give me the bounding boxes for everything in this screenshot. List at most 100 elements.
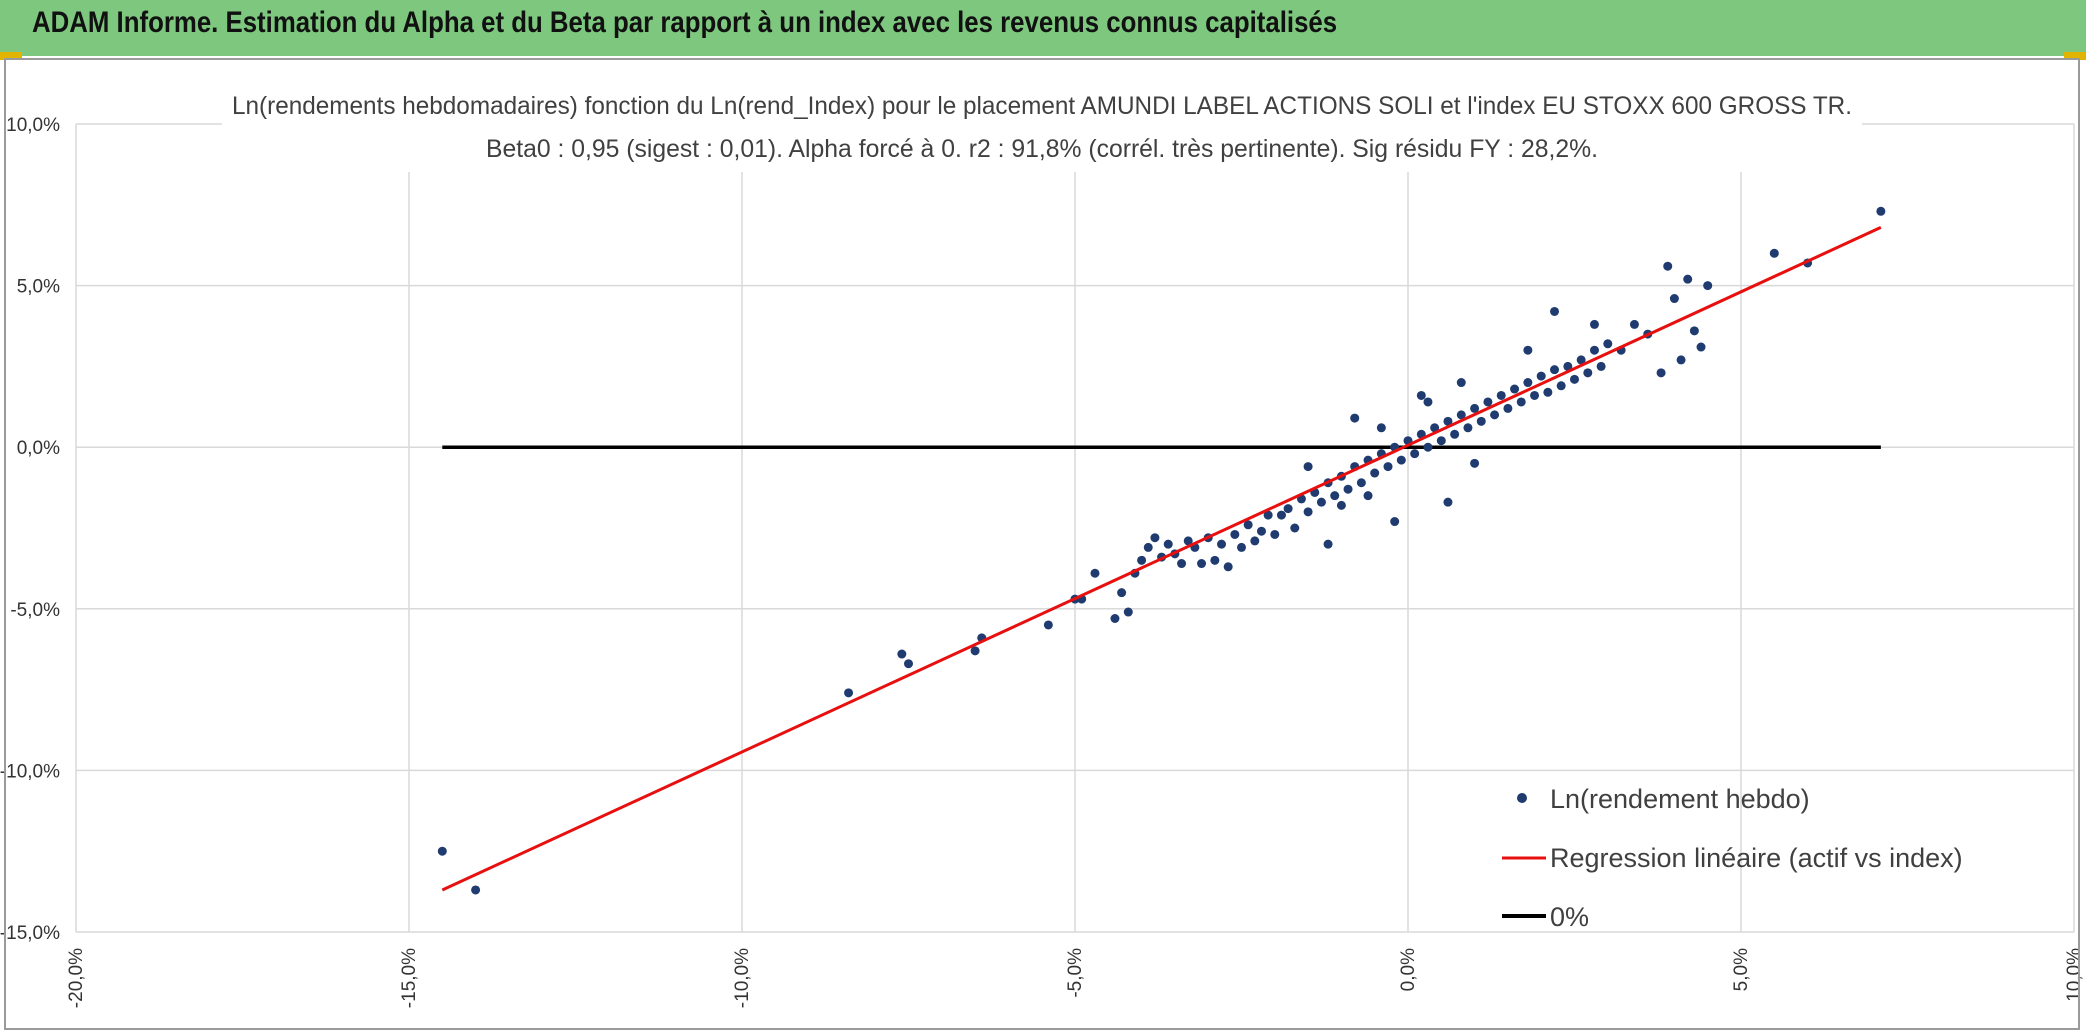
scatter-point <box>1123 607 1133 617</box>
scatter-point <box>1303 462 1313 472</box>
scatter-point <box>1476 416 1486 426</box>
scatter-point <box>1543 387 1553 397</box>
scatter-point <box>1243 520 1253 530</box>
scatter-point <box>1350 413 1360 423</box>
y-tick-label: -5,0% <box>10 600 60 621</box>
scatter-point <box>1276 510 1286 520</box>
scatter-point <box>1583 368 1593 378</box>
scatter-point <box>1470 403 1480 413</box>
scatter-point <box>1250 536 1260 546</box>
scatter-point <box>1676 355 1686 365</box>
scatter-point <box>1270 529 1280 539</box>
y-tick-label: -10,0% <box>0 761 60 782</box>
scatter-point <box>1536 371 1546 381</box>
scatter-point <box>1436 436 1446 446</box>
scatter-point <box>1423 397 1433 407</box>
scatter-point <box>1217 539 1227 549</box>
scatter-point <box>1137 555 1147 565</box>
x-tick-label: 0,0% <box>1398 948 1419 991</box>
scatter-point <box>1470 458 1480 468</box>
scatter-point <box>1510 384 1520 394</box>
corner-marker-right <box>2064 52 2086 60</box>
scatter-point <box>1177 559 1187 569</box>
x-tick-label: -10,0% <box>732 948 753 1008</box>
scatter-point <box>1430 423 1440 433</box>
chart-title-line-1: Ln(rendements hebdomadaires) fonction du… <box>232 92 1852 120</box>
scatter-point <box>1463 423 1473 433</box>
x-tick-label: -15,0% <box>399 948 420 1008</box>
page-title: ADAM Informe. Estimation du Alpha et du … <box>32 6 1338 39</box>
scatter-point <box>1683 274 1693 284</box>
scatter-point <box>1183 536 1193 546</box>
scatter-point <box>1490 410 1500 420</box>
scatter-point <box>1210 555 1220 565</box>
scatter-point <box>1456 410 1466 420</box>
header-bar: ADAM Informe. Estimation du Alpha et du … <box>0 0 2086 56</box>
scatter-point <box>1769 248 1779 258</box>
scatter-point <box>1230 529 1240 539</box>
scatter-point <box>1263 510 1273 520</box>
scatter-point <box>1576 355 1586 365</box>
scatter-point <box>1356 478 1366 488</box>
scatter-point <box>1283 504 1293 514</box>
scatter-point <box>904 659 913 669</box>
scatter-point <box>1589 345 1599 355</box>
scatter-point <box>1550 365 1560 375</box>
scatter-point <box>1410 449 1420 459</box>
scatter-point <box>1696 342 1706 352</box>
chart-title-line-2: Beta0 : 0,95 (sigest : 0,01). Alpha forc… <box>486 135 1598 163</box>
scatter-chart: Ln(rendements hebdomadaires) fonction du… <box>0 80 2085 1008</box>
scatter-point <box>1443 416 1453 426</box>
scatter-point <box>1117 588 1127 598</box>
scatter-point <box>1450 429 1460 439</box>
scatter-point <box>1237 542 1246 552</box>
scatter-point <box>1689 326 1699 336</box>
scatter-point <box>1523 345 1533 355</box>
scatter-point <box>1043 620 1053 630</box>
scatter-point <box>1496 390 1506 400</box>
scatter-point <box>1110 613 1120 623</box>
scatter-point <box>1876 206 1886 216</box>
scatter-point <box>471 885 481 895</box>
x-tick-label: -5,0% <box>1065 948 1086 998</box>
scatter-point <box>1256 526 1266 536</box>
scatter-point <box>1150 533 1160 543</box>
legend-label-zero: 0% <box>1550 902 1589 932</box>
x-tick-label: 5,0% <box>1731 948 1752 991</box>
scatter-point <box>1603 339 1613 349</box>
scatter-point <box>1323 539 1333 549</box>
grid <box>75 123 2075 933</box>
scatter-point <box>1523 378 1533 388</box>
scatter-point <box>897 649 907 659</box>
scatter-point <box>1290 523 1300 533</box>
legend-marker-scatter <box>1517 793 1527 803</box>
y-tick-label: -15,0% <box>0 923 60 944</box>
y-tick-label: 0,0% <box>17 438 60 459</box>
scatter-point <box>970 646 980 656</box>
scatter-point <box>844 688 854 698</box>
legend: Ln(rendement hebdo) Regression linéaire … <box>1502 784 1963 932</box>
series <box>437 206 1886 895</box>
regression-line <box>441 226 1882 892</box>
scatter-point <box>1143 542 1153 552</box>
x-tick-label: 10,0% <box>2064 948 2085 1002</box>
scatter-point <box>1556 381 1566 391</box>
scatter-point <box>1423 442 1433 452</box>
scatter-point <box>1483 397 1493 407</box>
scatter-point <box>437 846 447 856</box>
scatter-point <box>1596 361 1606 371</box>
scatter-point <box>1163 539 1173 549</box>
scatter-point <box>1563 361 1573 371</box>
scatter-point <box>1396 455 1406 465</box>
scatter-point <box>1303 507 1313 517</box>
scatter-point <box>1703 281 1713 291</box>
scatter-point <box>1416 390 1426 400</box>
x-axis-ticks: -20,0% -15,0% -10,0% -5,0% 0,0% 5,0% 10,0% <box>66 948 2085 1008</box>
scatter-point <box>1663 261 1673 271</box>
title-background <box>222 80 1862 172</box>
scatter-point <box>1197 559 1207 569</box>
scatter-point <box>1376 423 1386 433</box>
scatter-point <box>1629 319 1639 329</box>
legend-label-regression: Regression linéaire (actif vs index) <box>1550 843 1963 873</box>
y-tick-label: 5,0% <box>17 277 60 298</box>
